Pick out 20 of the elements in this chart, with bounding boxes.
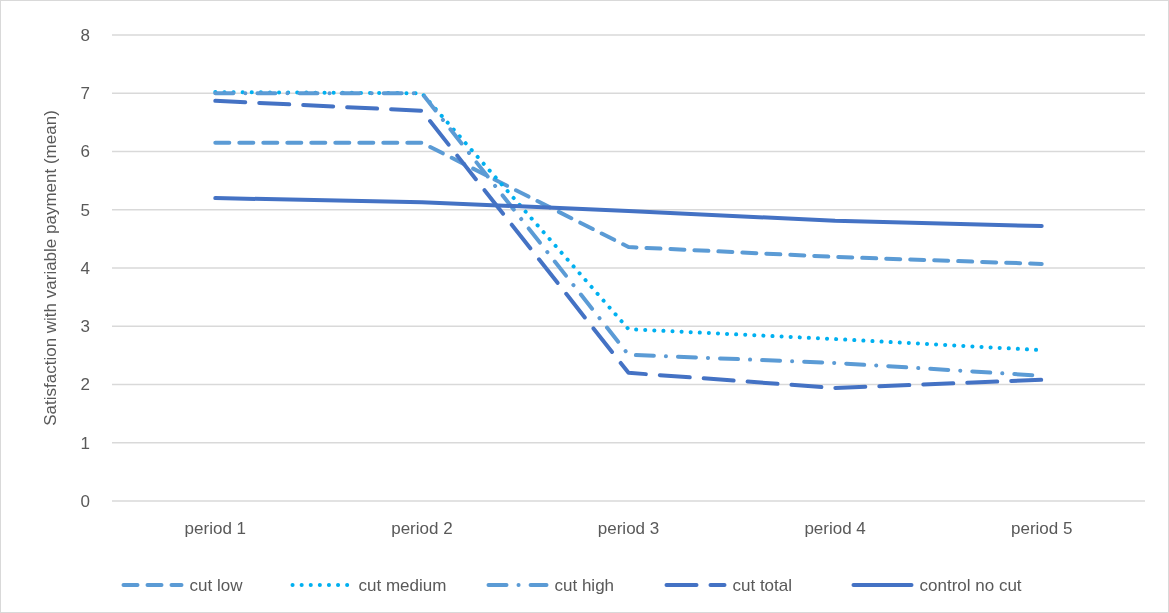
legend-label: cut high — [554, 575, 615, 595]
x-tick-label: period 2 — [391, 519, 453, 538]
y-tick-label: 6 — [80, 142, 90, 162]
x-tick-label: period 3 — [597, 519, 660, 538]
legend-label: cut low — [189, 575, 244, 595]
y-tick-label: 0 — [80, 491, 90, 511]
y-tick-label: 5 — [80, 200, 90, 220]
y-tick-label: 7 — [80, 84, 90, 104]
x-tick-label: period 4 — [804, 519, 866, 538]
x-tick-label: period 1 — [184, 519, 247, 538]
x-tick-label: period 5 — [1010, 519, 1073, 538]
legend-label: cut medium — [358, 575, 447, 595]
y-tick-label: 1 — [80, 433, 90, 453]
y-tick-label: 3 — [80, 317, 90, 337]
legend-label: cut total — [732, 575, 793, 595]
y-tick-label: 8 — [80, 25, 90, 45]
y-tick-label: 2 — [80, 375, 90, 395]
legend-label: control no cut — [919, 575, 1022, 595]
y-tick-label: 4 — [80, 258, 90, 278]
y-axis-title: Satisfaction with variable payment (mean) — [41, 110, 60, 426]
